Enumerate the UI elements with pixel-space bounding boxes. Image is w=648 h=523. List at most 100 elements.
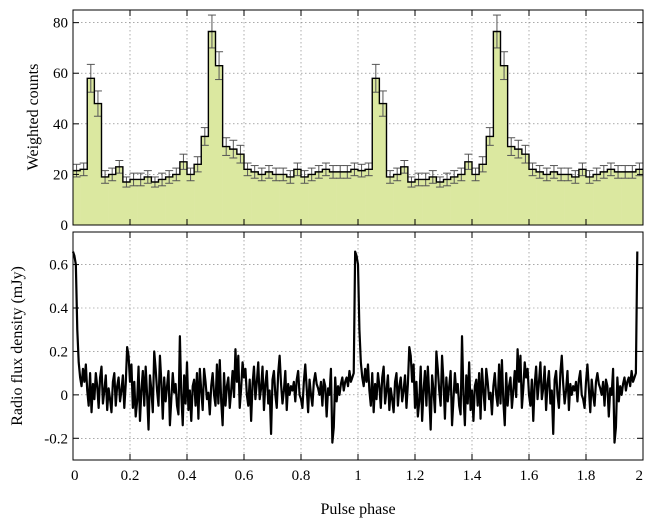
- histogram-bar: [593, 174, 601, 225]
- histogram-bar: [265, 171, 273, 225]
- x-tick-label: 0.8: [292, 468, 311, 484]
- histogram-bar: [137, 179, 145, 225]
- histogram-bar: [628, 171, 637, 225]
- top-y-tick-label: 20: [53, 167, 68, 183]
- histogram-bar: [165, 176, 174, 225]
- x-tick-label: 1.8: [577, 468, 596, 484]
- top-histogram: [73, 31, 644, 225]
- histogram-bar: [571, 176, 580, 225]
- histogram-bar: [422, 179, 430, 225]
- histogram-bar: [350, 169, 359, 225]
- bottom-y-tick-label: 0.6: [49, 258, 68, 274]
- x-tick-label: 1: [354, 468, 362, 484]
- histogram-bar: [151, 182, 159, 225]
- histogram-bar: [500, 65, 508, 225]
- histogram-bar: [550, 171, 558, 225]
- histogram-bar: [122, 182, 131, 225]
- histogram-bar: [293, 169, 302, 225]
- histogram-bar: [130, 179, 138, 225]
- x-tick-label: 1.2: [406, 468, 425, 484]
- histogram-bar: [322, 169, 330, 225]
- histogram-bar: [578, 169, 587, 225]
- histogram-bar: [208, 31, 216, 225]
- histogram-bar: [258, 174, 266, 225]
- histogram-bar: [464, 161, 473, 225]
- histogram-bar: [379, 103, 387, 225]
- histogram-bar: [564, 174, 573, 225]
- histogram-bar: [479, 164, 487, 225]
- histogram-bar: [543, 174, 551, 225]
- histogram-bar: [251, 171, 259, 225]
- histogram-bar: [179, 161, 188, 225]
- histogram-bar: [365, 169, 373, 225]
- bottom-y-tick-label: 0.4: [49, 301, 68, 317]
- histogram-bar: [301, 176, 309, 225]
- histogram-bar: [621, 171, 630, 225]
- histogram-bar: [194, 164, 202, 225]
- histogram-bar: [87, 78, 95, 225]
- histogram-bar: [315, 171, 323, 225]
- histogram-bar: [115, 166, 124, 225]
- bottom-y-tick-label: 0.2: [49, 344, 68, 360]
- histogram-bar: [400, 166, 409, 225]
- top-y-tick-label: 60: [53, 66, 68, 82]
- histogram-bar: [429, 176, 437, 225]
- x-tick-label: 0.4: [178, 468, 197, 484]
- x-tick-label: 0.6: [235, 468, 254, 484]
- histogram-bar: [443, 179, 451, 225]
- histogram-bar: [308, 174, 316, 225]
- histogram-bar: [343, 171, 352, 225]
- histogram-bar: [607, 169, 615, 225]
- histogram-bar: [386, 176, 394, 225]
- histogram-bar: [272, 174, 280, 225]
- histogram-bar: [358, 170, 366, 225]
- histogram-bar: [635, 169, 644, 225]
- histogram-bar: [172, 174, 181, 225]
- histogram-bar: [336, 171, 345, 225]
- histogram-bar: [600, 171, 608, 225]
- top-panel: 0 20 40 60 80 Weighted counts: [25, 9, 644, 234]
- histogram-bar: [393, 174, 402, 225]
- histogram-bar: [415, 179, 423, 225]
- x-axis-label: Pulse phase: [320, 501, 395, 518]
- radio-profile-line: [71, 250, 639, 444]
- histogram-bar: [94, 103, 102, 225]
- histogram-bar: [108, 174, 117, 225]
- histogram-bar: [507, 146, 516, 225]
- histogram-bar: [557, 174, 565, 225]
- x-tick-label: 1.6: [520, 468, 539, 484]
- histogram-bar: [187, 174, 195, 225]
- histogram-bar: [472, 174, 480, 225]
- top-y-tick-label: 40: [53, 117, 68, 133]
- histogram-bar: [586, 176, 594, 225]
- histogram-bar: [73, 170, 81, 225]
- x-tick-label: 2: [636, 468, 644, 484]
- x-tick-label: 1.4: [463, 468, 482, 484]
- histogram-bar: [286, 176, 295, 225]
- top-y-tick-label: 0: [61, 218, 69, 234]
- x-tick-label: 0: [71, 468, 79, 484]
- histogram-bar: [329, 171, 337, 225]
- histogram-bar: [80, 169, 88, 225]
- bottom-panel: -0.2 0 0.2 0.4 0.6 0 0.2 0.4 0.6 0.8 1 1.2 1.4 1.6 1.…: [9, 10, 644, 518]
- histogram-bar: [450, 176, 459, 225]
- bottom-y-ticks: -0.2 0 0.2 0.4 0.6: [44, 258, 643, 447]
- histogram-bar: [457, 174, 466, 225]
- histogram-bar: [436, 182, 444, 225]
- histogram-bar: [201, 136, 209, 225]
- x-tick-label: 0.2: [121, 468, 140, 484]
- histogram-bar: [372, 78, 380, 225]
- histogram-bar: [279, 174, 288, 225]
- histogram-bar: [486, 136, 494, 225]
- histogram-bar: [521, 154, 530, 225]
- histogram-bar: [229, 149, 238, 225]
- histogram-bar: [529, 169, 537, 225]
- histogram-bar: [215, 65, 223, 225]
- bottom-y-tick-label: -0.2: [44, 431, 68, 447]
- histogram-bar: [101, 176, 109, 225]
- histogram-bar: [536, 171, 544, 225]
- top-y-axis-label: Weighted counts: [25, 64, 42, 171]
- histogram-bar: [244, 169, 252, 225]
- histogram-bar: [493, 31, 501, 225]
